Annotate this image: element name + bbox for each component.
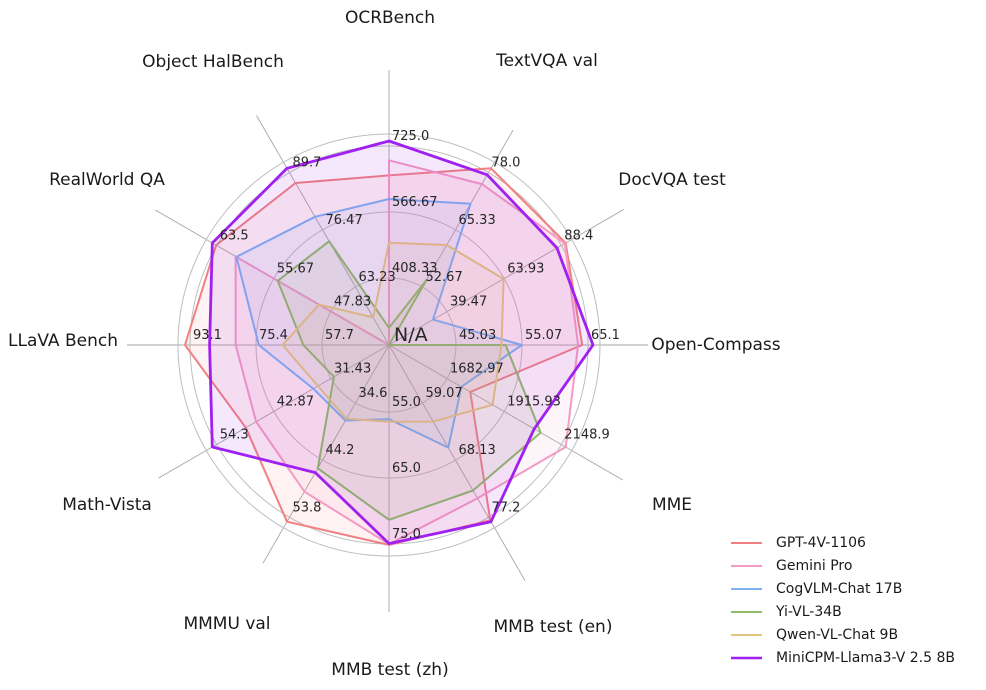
axis-label-mme: MME <box>652 495 692 515</box>
axis-spoke-mmb-test-en <box>388 344 526 581</box>
legend-label-gemini-pro: Gemini Pro <box>776 558 852 574</box>
axis-label-open-compass: Open-Compass <box>651 335 780 355</box>
tick-label-mmb-test-zh-0: 55.0 <box>392 395 421 410</box>
axis-label-mmb-test-en: MMB test (en) <box>494 617 613 637</box>
tick-label-realworld-qa-1: 55.67 <box>277 262 314 277</box>
tick-label-llava-bench-1: 75.4 <box>259 328 288 343</box>
axis-label-object-halbench: Object HalBench <box>142 52 284 72</box>
tick-label-object-halbench-0: 63.23 <box>359 270 396 285</box>
tick-label-ocrbench-0: 408.33 <box>392 261 438 276</box>
tick-label-docvqa-test-0: 39.47 <box>450 295 487 310</box>
tick-label-math-vista-2: 54.3 <box>220 428 249 443</box>
axis-spoke-object-halbench <box>256 115 390 346</box>
axis-label-textvqa-val: TextVQA val <box>495 51 598 71</box>
tick-label-mmb-test-en-1: 68.13 <box>459 443 496 458</box>
tick-label-mme-2: 2148.9 <box>564 428 610 443</box>
legend-label-minicpm-llama3-v-2-5-8b: MiniCPM-Llama3-V 2.5 8B <box>776 650 955 666</box>
tick-label-open-compass-2: 65.1 <box>591 328 620 343</box>
legend-label-cogvlm-chat-17b: CogVLM-Chat 17B <box>776 581 902 597</box>
tick-label-open-compass-1: 55.07 <box>525 328 562 343</box>
tick-label-object-halbench-2: 89.7 <box>293 156 322 171</box>
tick-label-realworld-qa-2: 63.5 <box>220 229 249 244</box>
tick-label-textvqa-val-2: 78.0 <box>492 156 521 171</box>
tick-label-llava-bench-0: 57.7 <box>325 328 354 343</box>
tick-label-mme-0: 1682.97 <box>450 362 504 377</box>
axis-spoke-mme <box>388 344 624 481</box>
tick-label-llava-bench-2: 93.1 <box>193 328 222 343</box>
axis-label-docvqa-test: DocVQA test <box>618 170 726 190</box>
legend-label-qwen-vl-chat-9b: Qwen-VL-Chat 9B <box>776 627 898 643</box>
series-polygon-minicpm-llama3-v-2-5-8b <box>208 139 595 545</box>
tick-label-mmb-test-zh-2: 75.0 <box>392 527 421 542</box>
series-polygon-cogvlm-chat-17b <box>235 198 523 449</box>
tick-label-mmb-test-zh-1: 65.0 <box>392 461 421 476</box>
axis-spoke-mmmu-val <box>262 344 390 564</box>
series-polygon-qwen-vl-chat-9b <box>281 241 505 423</box>
tick-label-mmmu-val-0: 34.6 <box>359 386 388 401</box>
tick-label-mmmu-val-1: 44.2 <box>326 443 355 458</box>
axis-label-mmb-test-zh: MMB test (zh) <box>331 660 448 680</box>
tick-label-textvqa-val-0: 52.67 <box>426 270 463 285</box>
tick-label-realworld-qa-0: 47.83 <box>334 295 371 310</box>
tick-label-math-vista-1: 42.87 <box>277 395 314 410</box>
tick-label-math-vista-0: 31.43 <box>334 362 371 377</box>
axis-label-mmmu-val: MMMU val <box>183 614 270 634</box>
polar-spine-circle <box>177 133 601 557</box>
tick-label-open-compass-0: 45.03 <box>459 328 496 343</box>
tick-label-ocrbench-1: 566.67 <box>392 195 438 210</box>
tick-label-textvqa-val-1: 65.33 <box>459 213 496 228</box>
tick-label-ocrbench-2: 725.0 <box>392 129 429 144</box>
tick-label-object-halbench-1: 76.47 <box>326 213 363 228</box>
axis-label-math-vista: Math-Vista <box>62 495 152 515</box>
axis-label-ocrbench: OCRBench <box>345 8 435 28</box>
tick-label-mmb-test-en-0: 59.07 <box>426 386 463 401</box>
tick-label-mmmu-val-2: 53.8 <box>293 500 322 515</box>
tick-label-mme-1: 1915.93 <box>507 395 561 410</box>
legend-label-yi-vl-34b: Yi-VL-34B <box>775 604 842 620</box>
center-na-label: N/A <box>394 324 428 346</box>
tick-label-docvqa-test-1: 63.93 <box>507 262 544 277</box>
legend-label-gpt-4v-1106: GPT-4V-1106 <box>776 535 866 551</box>
tick-label-mmb-test-en-2: 77.2 <box>492 500 521 515</box>
axis-label-llava-bench: LLaVA Bench <box>8 331 118 351</box>
tick-label-docvqa-test-2: 88.4 <box>564 229 593 244</box>
axis-spoke-docvqa-test <box>388 209 624 346</box>
axis-label-realworld-qa: RealWorld QA <box>49 170 165 190</box>
